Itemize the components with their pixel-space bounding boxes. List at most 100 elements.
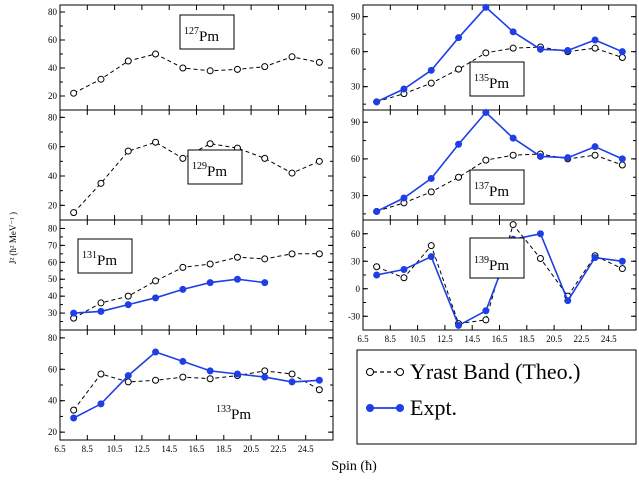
isotope-symbol: Pm — [489, 258, 509, 274]
isotope-label-box — [179, 14, 235, 50]
expt-data-point — [536, 230, 544, 238]
isotope-label-box — [469, 237, 525, 279]
isotope-label: 127Pm — [184, 26, 219, 45]
isotope-mass: 139 — [474, 255, 489, 266]
theory-data-point — [97, 299, 105, 307]
theory-data-point — [206, 67, 214, 75]
x-tick-label: 8.5 — [385, 334, 397, 344]
theory-data-point — [400, 274, 408, 282]
expt-data-point — [400, 266, 408, 273]
panel-right-2: 30 60 90 137Pm — [351, 108, 637, 221]
isotope-symbol: Pm — [207, 164, 227, 180]
isotope-label: 139Pm — [474, 255, 509, 274]
theory-data-point — [124, 57, 132, 65]
isotope-symbol: Pm — [199, 29, 219, 45]
x-tick-label: 24.5 — [601, 334, 617, 344]
theory-data-point — [288, 250, 296, 258]
theory-data-point — [97, 179, 105, 187]
theory-data-point — [261, 367, 269, 375]
expt-data-point — [261, 279, 269, 287]
theory-data-point — [482, 316, 490, 324]
theory-data-point — [288, 370, 296, 378]
expt-data-point — [97, 307, 105, 315]
x-tick-label: 16.5 — [189, 444, 205, 454]
x-tick-label: 20.5 — [546, 334, 562, 344]
expt-data-point — [564, 154, 572, 162]
y-tick-label: 0 — [356, 284, 361, 294]
legend-marker — [366, 368, 374, 376]
x-tick-label: 10.5 — [410, 334, 426, 344]
expt-data-point — [400, 194, 408, 202]
theory-data-point — [288, 169, 296, 177]
theory-data-point — [591, 151, 599, 159]
x-axis-label: Spin (ħ) — [331, 459, 377, 474]
expt-data-point — [315, 376, 323, 384]
expt-data-point — [618, 257, 626, 265]
isotope-label: 129Pm — [192, 161, 227, 180]
expt-series-line — [376, 111, 623, 213]
theory-data-point — [315, 157, 323, 165]
theory-data-point — [206, 375, 214, 383]
x-tick-label: 22.5 — [574, 334, 590, 344]
expt-data-point — [564, 297, 572, 305]
expt-data-point — [482, 3, 490, 11]
theory-data-point — [70, 89, 78, 97]
expt-data-point — [455, 140, 463, 148]
expt-data-point — [97, 400, 105, 408]
legend-marker — [396, 368, 404, 376]
expt-data-point — [70, 414, 78, 422]
y-tick-label: 60 — [48, 35, 58, 45]
y-tick-label: 40 — [48, 63, 58, 73]
theory-data-point — [152, 50, 160, 58]
y-tick-label: 60 — [48, 142, 58, 152]
x-tick-label: 6.5 — [357, 334, 369, 344]
theory-data-point — [482, 49, 490, 57]
y-tick-label: 30 — [351, 82, 361, 92]
theory-data-point — [427, 242, 435, 250]
y-tick-label: 80 — [48, 7, 58, 17]
isotope-symbol: Pm — [489, 76, 509, 92]
expt-data-point — [124, 301, 132, 309]
x-tick-label: 14.5 — [161, 444, 177, 454]
isotope-label-box — [187, 149, 243, 185]
isotope-mass: 131 — [82, 250, 97, 261]
theory-data-point — [179, 64, 187, 72]
isotope-mass: 135 — [474, 73, 489, 84]
theory-data-point — [315, 58, 323, 66]
theory-data-point — [315, 386, 323, 394]
y-tick-label: 70 — [48, 240, 58, 250]
theory-series-line — [376, 153, 623, 212]
theory-data-point — [124, 292, 132, 300]
y-tick-label: 80 — [48, 223, 58, 233]
y-tick-label: 90 — [351, 12, 361, 22]
y-tick-label: 60 — [351, 47, 361, 57]
expt-data-point — [591, 36, 599, 44]
theory-series-line — [376, 46, 623, 103]
expt-data-point — [400, 85, 408, 93]
x-tick-label: 12.5 — [134, 444, 150, 454]
theory-data-point — [70, 209, 78, 217]
y-tick-label: 50 — [48, 274, 58, 284]
panel-left-3: 30 40 50 60 70 80 131Pm — [48, 219, 334, 331]
y-tick-label: 30 — [351, 191, 361, 201]
x-tick-label: 8.5 — [82, 444, 94, 454]
isotope-mass: 137 — [474, 181, 489, 192]
x-tick-label: 18.5 — [216, 444, 232, 454]
isotope-symbol: Pm — [489, 184, 509, 200]
expt-data-point — [618, 155, 626, 163]
expt-data-point — [373, 98, 381, 106]
y-tick-label: 40 — [48, 396, 58, 406]
theory-series-line — [73, 141, 320, 214]
panel-left-2: 20 40 60 80 129Pm — [48, 109, 334, 221]
theory-series-line — [73, 253, 320, 319]
expt-data-point — [206, 367, 214, 375]
theory-data-point — [509, 221, 517, 229]
expt-data-point — [261, 373, 269, 381]
isotope-label: 135Pm — [474, 73, 509, 92]
theory-data-point — [591, 44, 599, 52]
theory-data-point — [233, 65, 241, 73]
theory-data-point — [233, 253, 241, 261]
expt-data-point — [179, 357, 187, 365]
y-tick-label: 60 — [48, 364, 58, 374]
isotope-symbol: Pm — [97, 253, 117, 269]
